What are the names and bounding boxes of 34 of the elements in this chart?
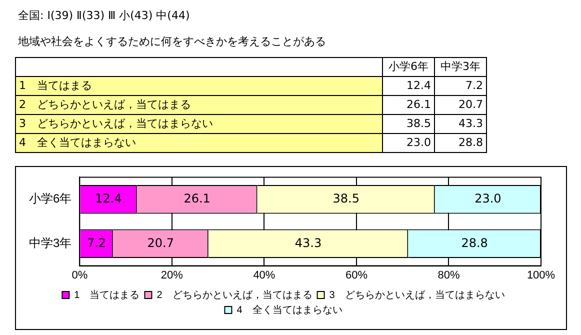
text: 4 全く当てはまらない (19, 136, 136, 149)
data-label: 7.2 (86, 236, 106, 250)
legend-label: 2 どちらかといえば，当てはまる (156, 288, 312, 301)
data-label: 23.0 (474, 191, 502, 206)
category-label: 中学3年 (440, 60, 480, 73)
x-tick-label: 20% (160, 269, 184, 282)
data-label: 43.3 (294, 236, 322, 250)
text: 26.1 (406, 98, 431, 111)
legend-label: 3 どちらかといえば，当てはまらない (329, 288, 505, 301)
data-label: 26.1 (184, 191, 210, 206)
data-label: 28.8 (461, 236, 488, 250)
x-tick-label: 40% (253, 269, 276, 282)
data-label: 38.5 (332, 191, 360, 206)
text: 28.8 (458, 136, 483, 149)
chart-subtitle: 地域や社会をよくするために何をすべきかを考えることがある (18, 34, 326, 49)
x-tick-label: 80% (438, 269, 460, 282)
text: 43.3 (458, 117, 483, 130)
text: 7.2 (466, 79, 483, 92)
x-tick-label: 0% (72, 269, 88, 282)
text: 1 当てはまる (19, 79, 92, 92)
text: 20.7 (458, 98, 483, 111)
text: 23.0 (406, 136, 431, 149)
text: 38.5 (406, 117, 431, 130)
legend-label: 4 全く当てはまらない (236, 304, 342, 316)
text: 3 どちらかといえば，当てはまらない (19, 117, 213, 130)
chart-title: 全国: Ⅰ(39) Ⅱ(33) Ⅲ 小(43) 中(44) (18, 8, 190, 23)
legend-label: 1 当てはまる (74, 288, 140, 301)
text: 12.4 (406, 79, 431, 92)
x-tick-label: 60% (345, 269, 368, 282)
x-tick-label: 100% (526, 269, 556, 282)
category-label: 小学6年 (388, 60, 428, 73)
data-label: 12.4 (95, 191, 122, 206)
text: 2 どちらかといえば，当てはまる (19, 98, 191, 111)
data-label: 20.7 (147, 236, 174, 250)
